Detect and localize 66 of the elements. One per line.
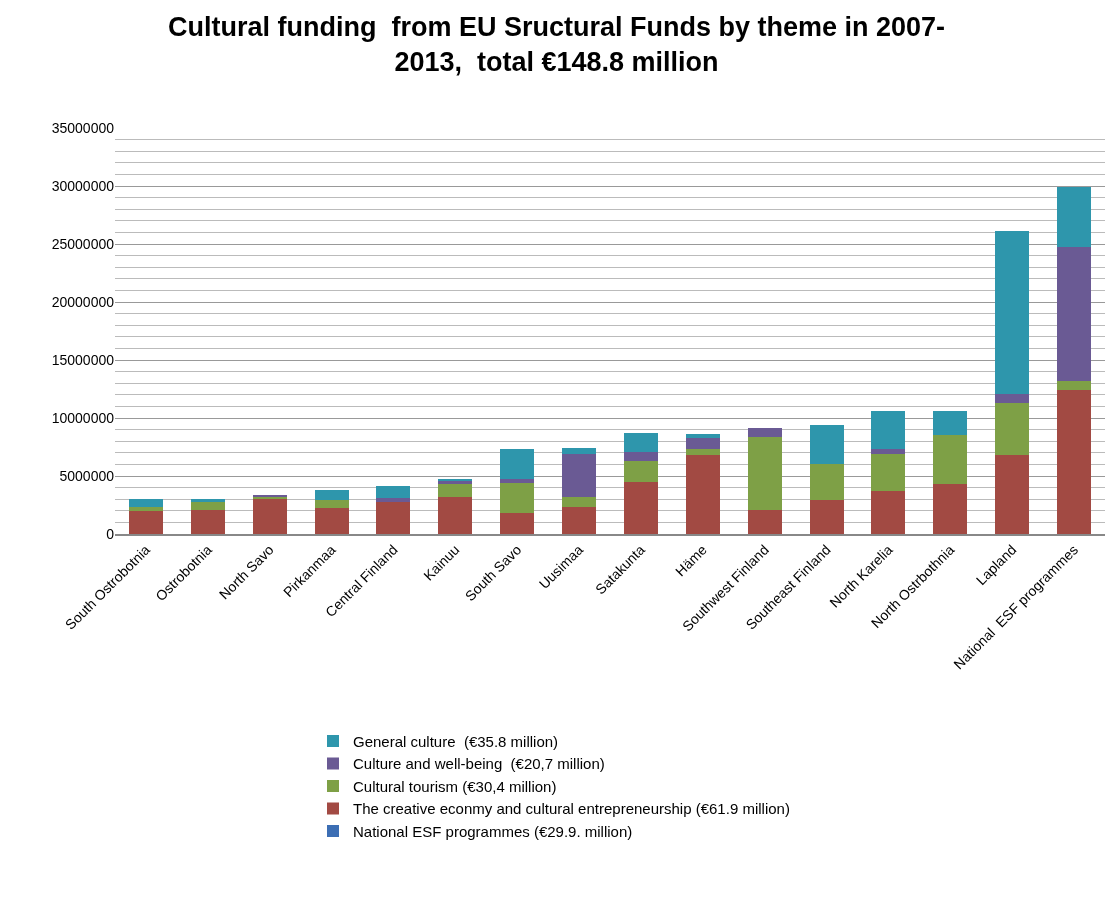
bar: [562, 453, 597, 497]
bar: [685, 437, 720, 450]
y-tick-label: 0: [106, 525, 115, 542]
legend-label: Cultural tourism (€30,4 million): [353, 777, 557, 795]
bar: [933, 484, 968, 534]
bar: [809, 424, 844, 465]
bar: [500, 479, 535, 483]
bar: [1057, 380, 1092, 391]
bar: [623, 460, 658, 482]
bar: [500, 513, 535, 534]
bar: [871, 449, 906, 454]
legend-label: Culture and well-being (€20,7 million): [353, 755, 605, 773]
bar: [500, 449, 535, 480]
bar: [871, 453, 906, 492]
bar: [190, 501, 225, 510]
bar: [685, 434, 720, 438]
bar: [1057, 247, 1092, 381]
bar: [747, 428, 782, 437]
y-tick-label: 30000000: [51, 177, 115, 194]
bar: [809, 464, 844, 501]
legend-label: General culture (€35.8 million): [353, 732, 559, 750]
bar: [314, 489, 349, 501]
bar: [562, 507, 597, 534]
bar: [747, 436, 782, 510]
chart-title: Cultural funding from EU Sructural Funds by theme in 2007- 2013, total €148.8 million: [167, 11, 946, 77]
bar: [809, 500, 844, 534]
bar: [376, 498, 411, 502]
bar: [995, 402, 1030, 456]
bar: [1057, 390, 1092, 534]
legend-label: The creative econmy and cultural entrepreneurship (€61.9 million): [353, 800, 790, 818]
bar: [562, 496, 597, 508]
bar: [995, 231, 1030, 394]
y-tick-label: 10000000: [51, 409, 115, 426]
bar: [500, 482, 535, 514]
y-tick-label: 20000000: [51, 293, 115, 310]
bar: [128, 507, 163, 511]
y-tick-label: 15000000: [51, 351, 115, 368]
bar: [623, 433, 658, 452]
bar: [128, 499, 163, 508]
bar: [623, 481, 658, 534]
bar: [376, 501, 411, 534]
bar: [995, 393, 1030, 403]
bar: [933, 411, 968, 436]
bar: [685, 449, 720, 456]
y-tick-label: 35000000: [51, 119, 115, 136]
bar: [438, 496, 473, 534]
bar: [438, 484, 473, 497]
y-tick-label: 5000000: [59, 467, 115, 484]
bar: [190, 509, 225, 534]
bar: [190, 499, 225, 502]
bar: [128, 510, 163, 534]
bar: [933, 435, 968, 485]
bar: [871, 411, 906, 450]
bar: [252, 499, 287, 534]
y-tick-label: 25000000: [51, 235, 115, 252]
bar: [314, 500, 349, 509]
bar: [623, 451, 658, 461]
bar: [995, 455, 1030, 534]
bar: [314, 508, 349, 534]
bar: [871, 491, 906, 534]
bar: [376, 486, 411, 499]
bar: [1057, 187, 1092, 248]
bar: [747, 509, 782, 534]
bar: [562, 448, 597, 454]
bar: [685, 455, 720, 534]
legend-label: National ESF programmes (€29.9. million): [353, 822, 633, 840]
